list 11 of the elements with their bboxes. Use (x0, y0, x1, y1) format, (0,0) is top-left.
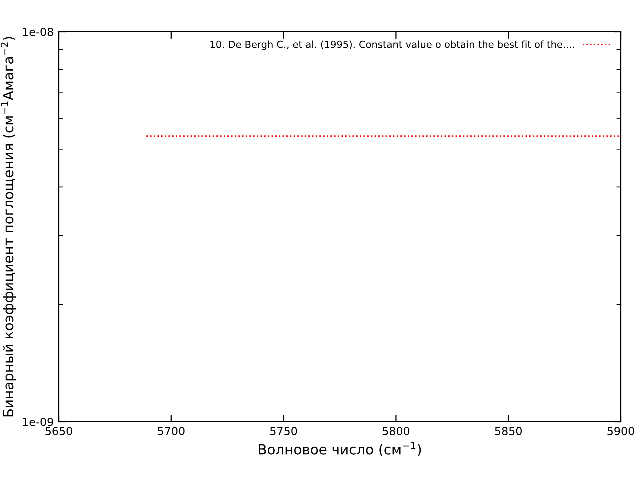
y-axis-title: Бинарный коэффициент поглощения (см$^{−1}$Амага$^{−2}$) (0, 37, 16, 417)
x-tick-label: 5700 (158, 427, 185, 436)
x-tick-label: 5900 (608, 427, 634, 436)
x-tick-label: 5750 (270, 427, 298, 436)
x-tick-label: 5850 (495, 427, 522, 436)
x-tick-label: 5800 (382, 427, 410, 436)
legend-label: 10. De Bergh C., et al. (1995). Constant value o obtain the best fit of the.... (210, 40, 574, 50)
x-tick-label: 5650 (46, 427, 72, 436)
x-axis-title: Волновое число (см$^{−1}$) (259, 442, 422, 456)
y-tick-label: 1e-09 (23, 418, 54, 426)
y-tick-label: 1e-08 (23, 28, 54, 36)
